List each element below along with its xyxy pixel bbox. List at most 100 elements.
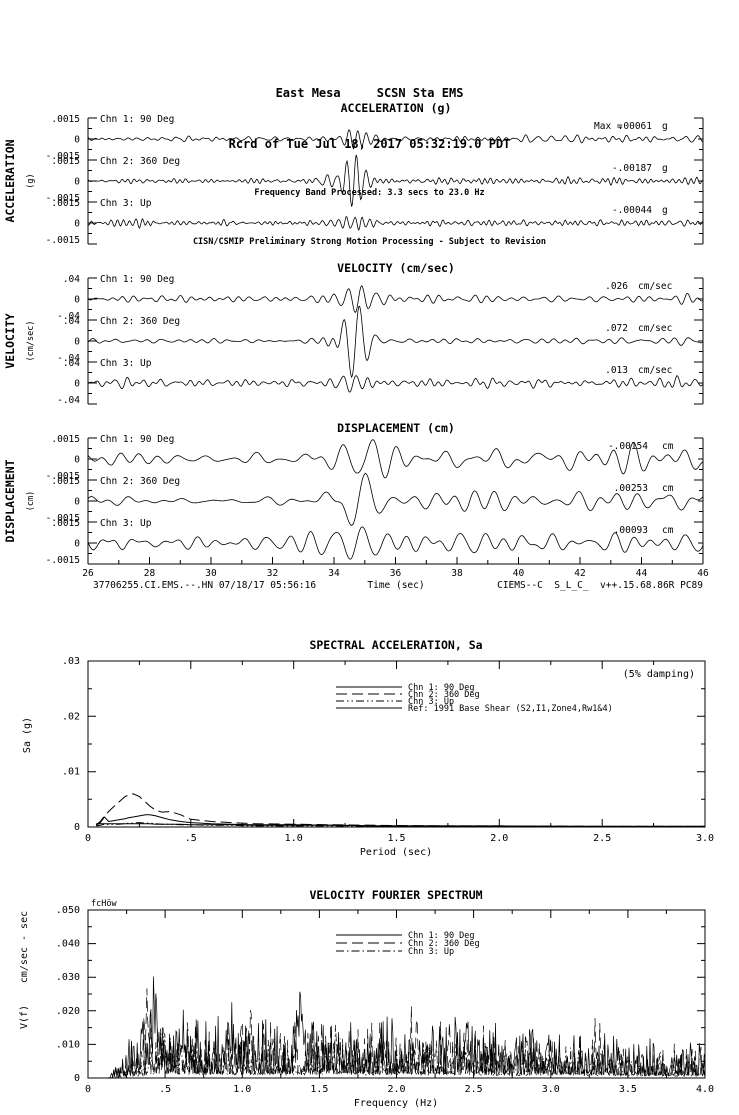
vel-chn1-label: Chn 1: 90 Deg bbox=[100, 274, 174, 285]
report-header: East Mesa SCSN Sta EMS Rcrd of Tue Jul 1… bbox=[0, 49, 739, 266]
time-axis-label: Time (sec) bbox=[367, 580, 424, 591]
tick-label: .0015 bbox=[51, 518, 80, 529]
displacement-axis-unit: (cm) bbox=[26, 491, 36, 511]
strip-axis bbox=[87, 159, 704, 203]
fourier-y-axis-label: V(f) bbox=[19, 1005, 30, 1029]
tick-label: 2.0 bbox=[490, 833, 508, 844]
legend-label: Chn 3: Up bbox=[408, 947, 454, 957]
displacement-axis-label: DISPLACEMENT bbox=[3, 459, 17, 542]
sa-curve bbox=[96, 823, 705, 827]
tick-label: 3.0 bbox=[696, 833, 714, 844]
station-title: East Mesa SCSN Sta EMS bbox=[275, 86, 464, 100]
disp-chn2-max-unit: cm bbox=[662, 483, 674, 494]
tick-label: .04 bbox=[63, 358, 80, 369]
frequency-band-note: Frequency Band Processed: 3.3 secs to 23… bbox=[254, 188, 485, 198]
waveform-trace bbox=[87, 473, 704, 526]
tick-label: 0 bbox=[74, 455, 80, 466]
tick-label: -.04 bbox=[57, 311, 80, 322]
tick-label: 26 bbox=[82, 568, 94, 579]
tick-label: 28 bbox=[144, 568, 156, 579]
tick-label: 0 bbox=[74, 497, 80, 508]
tick-label: .0015 bbox=[51, 198, 80, 209]
legend-label: Chn 3: Up bbox=[408, 697, 454, 707]
tick-label: 0 bbox=[74, 295, 80, 306]
disp-chn1-max-unit: cm bbox=[662, 441, 674, 452]
vel-chn2-max-unit: cm/sec bbox=[638, 323, 672, 334]
accel-chn2-max-unit: g bbox=[662, 163, 668, 174]
record-datetime: Rcrd of Tue Jul 18, 2017 05:32:19.0 PDT bbox=[228, 136, 511, 151]
waveform-trace bbox=[87, 129, 704, 150]
waveform-trace bbox=[87, 439, 704, 479]
vel-chn3-max-value: .013 bbox=[605, 365, 628, 376]
disp-chn2-max-value: .00253 bbox=[614, 483, 648, 494]
legend-label: Chn 2: 360 Deg bbox=[408, 939, 480, 949]
waveform-trace bbox=[87, 375, 704, 393]
sa-generated: .03 .02 .01 00 .5 1.0 1.5 2.0 2.5 3.0 Chn 1: 90 De… bbox=[62, 656, 714, 844]
waveform-trace bbox=[87, 154, 704, 207]
vel-chn1-max-unit: cm/sec bbox=[638, 281, 672, 292]
tick-label: 1.5 bbox=[387, 833, 405, 844]
waveform-trace bbox=[87, 216, 704, 232]
legend-label: Chn 1: 90 Deg bbox=[408, 931, 475, 941]
tick-label: -.0015 bbox=[46, 471, 80, 482]
tick-label: 1.5 bbox=[310, 1084, 328, 1095]
tick-label: 0 bbox=[85, 833, 91, 844]
tick-label: .02 bbox=[62, 711, 80, 722]
tick-label: 32 bbox=[267, 568, 278, 579]
tick-label: -.0015 bbox=[46, 235, 80, 246]
time-axis bbox=[87, 557, 704, 565]
tick-label: 3.5 bbox=[619, 1084, 637, 1095]
tick-label: .03 bbox=[62, 656, 80, 667]
legend-label: Chn 1: 90 Deg bbox=[408, 683, 475, 693]
time-series-plot: ACCELERATION (g) VELOCITY (cm/sec) DISPL… bbox=[3, 101, 709, 591]
fourier-spectrum-trace bbox=[91, 1024, 706, 1079]
disp-chn3-label: Chn 3: Up bbox=[100, 518, 152, 529]
processing-disclaimer: CISN/CSMIP Preliminary Strong Motion Pro… bbox=[192, 236, 547, 247]
accel-chn1-max-prefix: Max = bbox=[594, 121, 623, 132]
accel-chn3-max-value: -.00044 bbox=[612, 205, 652, 216]
tick-label: .04 bbox=[63, 274, 80, 285]
waveform-trace bbox=[87, 285, 704, 314]
accel-chn2-label: Chn 2: 360 Deg bbox=[100, 156, 180, 167]
velocity-title: VELOCITY (cm/sec) bbox=[337, 261, 455, 275]
tick-label: 0 bbox=[74, 219, 80, 230]
tick-label: 0 bbox=[74, 379, 80, 390]
time-series-generated: .00150-.0015.00150-.0015.00150-.0015.040… bbox=[46, 114, 709, 579]
acceleration-axis-unit: (g) bbox=[26, 173, 36, 188]
tick-label: 4.0 bbox=[696, 1084, 714, 1095]
tick-label: .030 bbox=[56, 972, 80, 983]
tick-label: -.0015 bbox=[46, 151, 80, 162]
tick-label: 40 bbox=[513, 568, 525, 579]
tick-label: .0015 bbox=[51, 114, 80, 125]
displacement-title: DISPLACEMENT (cm) bbox=[337, 421, 455, 435]
vel-chn2-max-value: .072 bbox=[605, 323, 628, 334]
sa-title: SPECTRAL ACCELERATION, Sa bbox=[309, 638, 482, 652]
vel-chn3-max-unit: cm/sec bbox=[638, 365, 672, 376]
legend-label: Ref: 1991 Base Shear (S2,I1,Zone4,Rw1&4) bbox=[408, 704, 613, 714]
tick-label: .010 bbox=[56, 1039, 80, 1050]
frequency-axis-label: Frequency (Hz) bbox=[354, 1098, 438, 1109]
tick-label: -.0015 bbox=[46, 555, 80, 566]
vel-chn3-label: Chn 3: Up bbox=[100, 358, 152, 369]
tick-label: .0015 bbox=[51, 434, 80, 445]
tick-label: .5 bbox=[185, 833, 197, 844]
tick-label: -.04 bbox=[57, 395, 80, 406]
velocity-axis-label: VELOCITY bbox=[3, 313, 17, 368]
tick-label: -.0015 bbox=[46, 193, 80, 204]
processing-footer: CIEMS--C S_L_C_ v++.15.68.86R PC89 bbox=[497, 580, 703, 591]
tick-label: 46 bbox=[697, 568, 709, 579]
tick-label: 36 bbox=[390, 568, 402, 579]
tick-label: 2.5 bbox=[593, 833, 611, 844]
tick-label: 44 bbox=[636, 568, 648, 579]
fourier-axes-box bbox=[87, 909, 706, 1079]
vel-chn2-label: Chn 2: 360 Deg bbox=[100, 316, 180, 327]
tick-label: .01 bbox=[62, 767, 80, 778]
tick-label: 1.0 bbox=[285, 833, 303, 844]
velocity-axis-unit: (cm/sec) bbox=[26, 321, 36, 362]
record-id-footer: 37706255.CI.EMS.--.HN 07/18/17 05:56:16 bbox=[93, 580, 316, 591]
fourier-generated: .050 .040 .030 .020 .010 00 .5 1.0 1.5 2.0 2.5 3.0 3… bbox=[56, 905, 714, 1095]
sa-axes-box bbox=[87, 660, 706, 828]
disp-chn3-max-value: .00093 bbox=[614, 525, 648, 536]
tick-label: 0 bbox=[85, 1084, 91, 1095]
